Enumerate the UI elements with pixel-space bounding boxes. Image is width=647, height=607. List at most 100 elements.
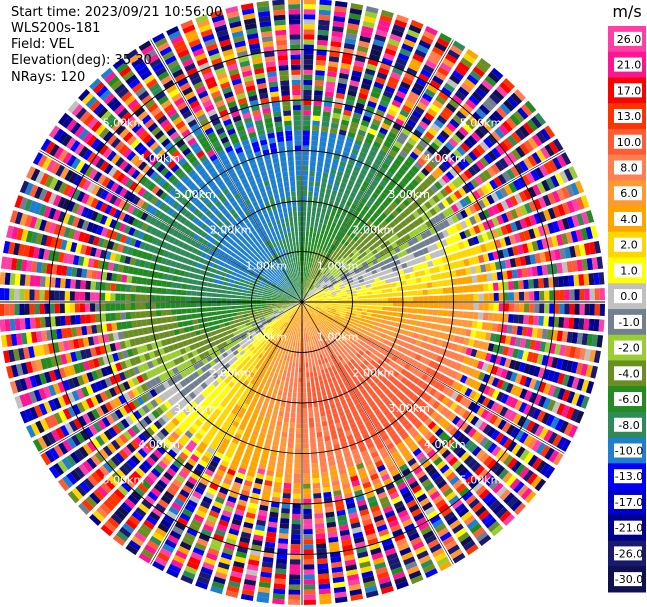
gate-cell	[403, 292, 408, 297]
gate-cell	[294, 474, 301, 479]
gate-cell	[352, 297, 357, 300]
gate-cell	[306, 372, 309, 377]
gate-cell	[558, 276, 564, 287]
gate-cell	[317, 437, 323, 443]
gate-cell	[319, 192, 324, 198]
gate-cell	[303, 322, 304, 327]
gate-cell	[514, 292, 519, 301]
gate-cell	[367, 309, 372, 312]
gate-cell	[312, 126, 319, 132]
gate-cell	[309, 347, 312, 352]
gate-cell	[317, 40, 328, 46]
gate-cell	[421, 322, 427, 328]
gate-cell	[312, 392, 316, 397]
gate-cell	[492, 323, 498, 331]
gate-cell	[382, 294, 387, 298]
gate-cell	[427, 316, 433, 322]
gate-cell	[230, 324, 236, 328]
gate-cell	[392, 288, 397, 292]
gate-cell	[342, 309, 347, 312]
gate-cell	[310, 227, 314, 232]
gate-cell	[303, 484, 311, 489]
gate-cell	[393, 298, 398, 302]
gate-cell	[458, 311, 464, 318]
gate-cell	[296, 362, 299, 367]
gate-cell	[323, 106, 331, 112]
gate-cell	[362, 309, 367, 312]
gate-cell	[488, 313, 494, 321]
gate-cell	[302, 337, 304, 342]
gate-cell	[294, 377, 298, 382]
gate-cell	[342, 293, 347, 296]
gate-cell	[372, 295, 377, 298]
gate-cell	[288, 590, 300, 595]
gate-cell	[291, 524, 300, 529]
gate-cell	[422, 315, 428, 321]
gate-cell	[332, 305, 337, 307]
gate-cell	[302, 236, 305, 241]
gate-cell	[423, 303, 428, 308]
gate-cell	[274, 431, 280, 437]
gate-cell	[294, 352, 297, 357]
gate-cell	[316, 533, 326, 539]
gate-cell	[310, 156, 316, 161]
gate-cell	[303, 60, 313, 65]
gate-cell	[360, 282, 366, 286]
gate-cell	[352, 294, 357, 297]
gate-cell	[324, 368, 328, 374]
gate-cell	[309, 176, 314, 181]
gate-cell	[437, 281, 443, 287]
gate-cell	[369, 321, 375, 325]
gate-cell	[319, 10, 331, 16]
gate-cell	[283, 391, 288, 397]
gate-cell	[305, 242, 308, 247]
gate-cell	[322, 224, 326, 230]
gate-cell	[432, 281, 438, 287]
gate-cell	[308, 357, 311, 362]
gate-cell	[274, 405, 279, 411]
gate-cell	[225, 326, 231, 331]
gate-cell	[347, 302, 352, 304]
gate-cell	[304, 50, 314, 55]
gate-cell	[314, 222, 318, 228]
gate-cell	[317, 161, 323, 167]
gate-cell	[379, 276, 385, 281]
gate-cell	[304, 24, 315, 29]
gate-cell	[274, 373, 279, 379]
gate-cell	[315, 528, 325, 534]
gate-cell	[303, 196, 307, 201]
gate-cell	[299, 332, 301, 337]
gate-cell	[311, 463, 318, 469]
gate-cell	[413, 291, 418, 296]
gate-cell	[285, 473, 292, 479]
gate-cell	[436, 324, 442, 330]
gate-cell	[286, 458, 293, 464]
gate-cell	[318, 239, 322, 245]
gate-cell	[322, 116, 330, 122]
gate-cell	[366, 316, 372, 320]
gate-cell	[303, 443, 309, 448]
gate-cell	[293, 342, 296, 347]
gate-cell	[386, 316, 392, 320]
gate-cell	[306, 221, 310, 226]
gate-cell	[477, 275, 483, 283]
gate-cell	[297, 408, 301, 413]
gate-cell	[277, 363, 281, 369]
gate-cell	[294, 468, 301, 473]
gate-cell	[318, 578, 330, 584]
gate-cell	[295, 372, 298, 377]
gate-cell	[453, 303, 458, 309]
gate-cell	[302, 373, 305, 378]
gate-cell	[312, 131, 319, 137]
gate-cell	[315, 361, 319, 367]
gate-cell	[584, 289, 589, 301]
gate-cell	[342, 302, 347, 304]
gate-cell	[433, 289, 438, 295]
gate-cell	[314, 407, 319, 413]
gate-cell	[322, 477, 330, 483]
gate-cell	[310, 443, 316, 448]
gate-cell	[322, 374, 326, 380]
gate-cell	[303, 166, 309, 171]
gate-cell	[319, 5, 331, 11]
gate-cell	[280, 406, 285, 412]
